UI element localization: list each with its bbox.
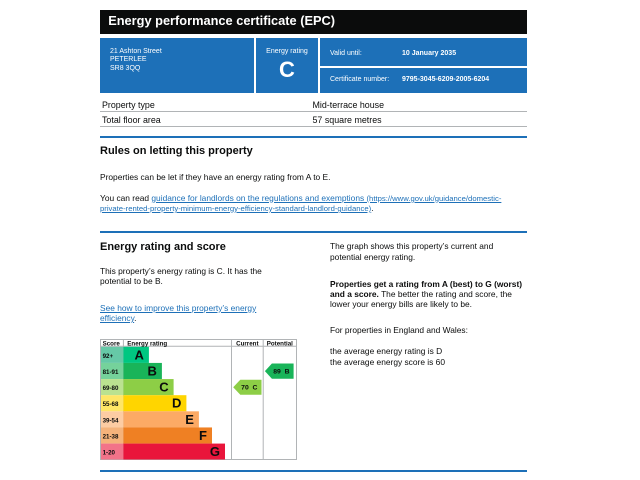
svg-text:55-68: 55-68 — [103, 402, 119, 409]
svg-text:1-20: 1-20 — [103, 450, 116, 457]
svg-text:92+: 92+ — [103, 353, 114, 360]
svg-text:39-54: 39-54 — [103, 418, 119, 425]
svg-text:C: C — [159, 380, 169, 395]
svg-text:Current: Current — [236, 341, 258, 348]
svg-text:A: A — [135, 348, 145, 363]
svg-text:E: E — [185, 412, 194, 427]
svg-text:B: B — [148, 364, 157, 379]
svg-text:69-80: 69-80 — [103, 385, 119, 392]
svg-text:F: F — [199, 428, 207, 443]
svg-text:89 B: 89 B — [273, 369, 289, 376]
svg-text:Score: Score — [103, 341, 121, 348]
svg-text:D: D — [172, 396, 181, 411]
svg-text:Potential: Potential — [267, 341, 293, 348]
svg-text:G: G — [210, 444, 220, 459]
svg-text:70 C: 70 C — [241, 385, 257, 392]
svg-text:21-38: 21-38 — [103, 434, 119, 441]
svg-text:81-91: 81-91 — [103, 369, 119, 376]
svg-text:Energy rating: Energy rating — [127, 341, 167, 348]
